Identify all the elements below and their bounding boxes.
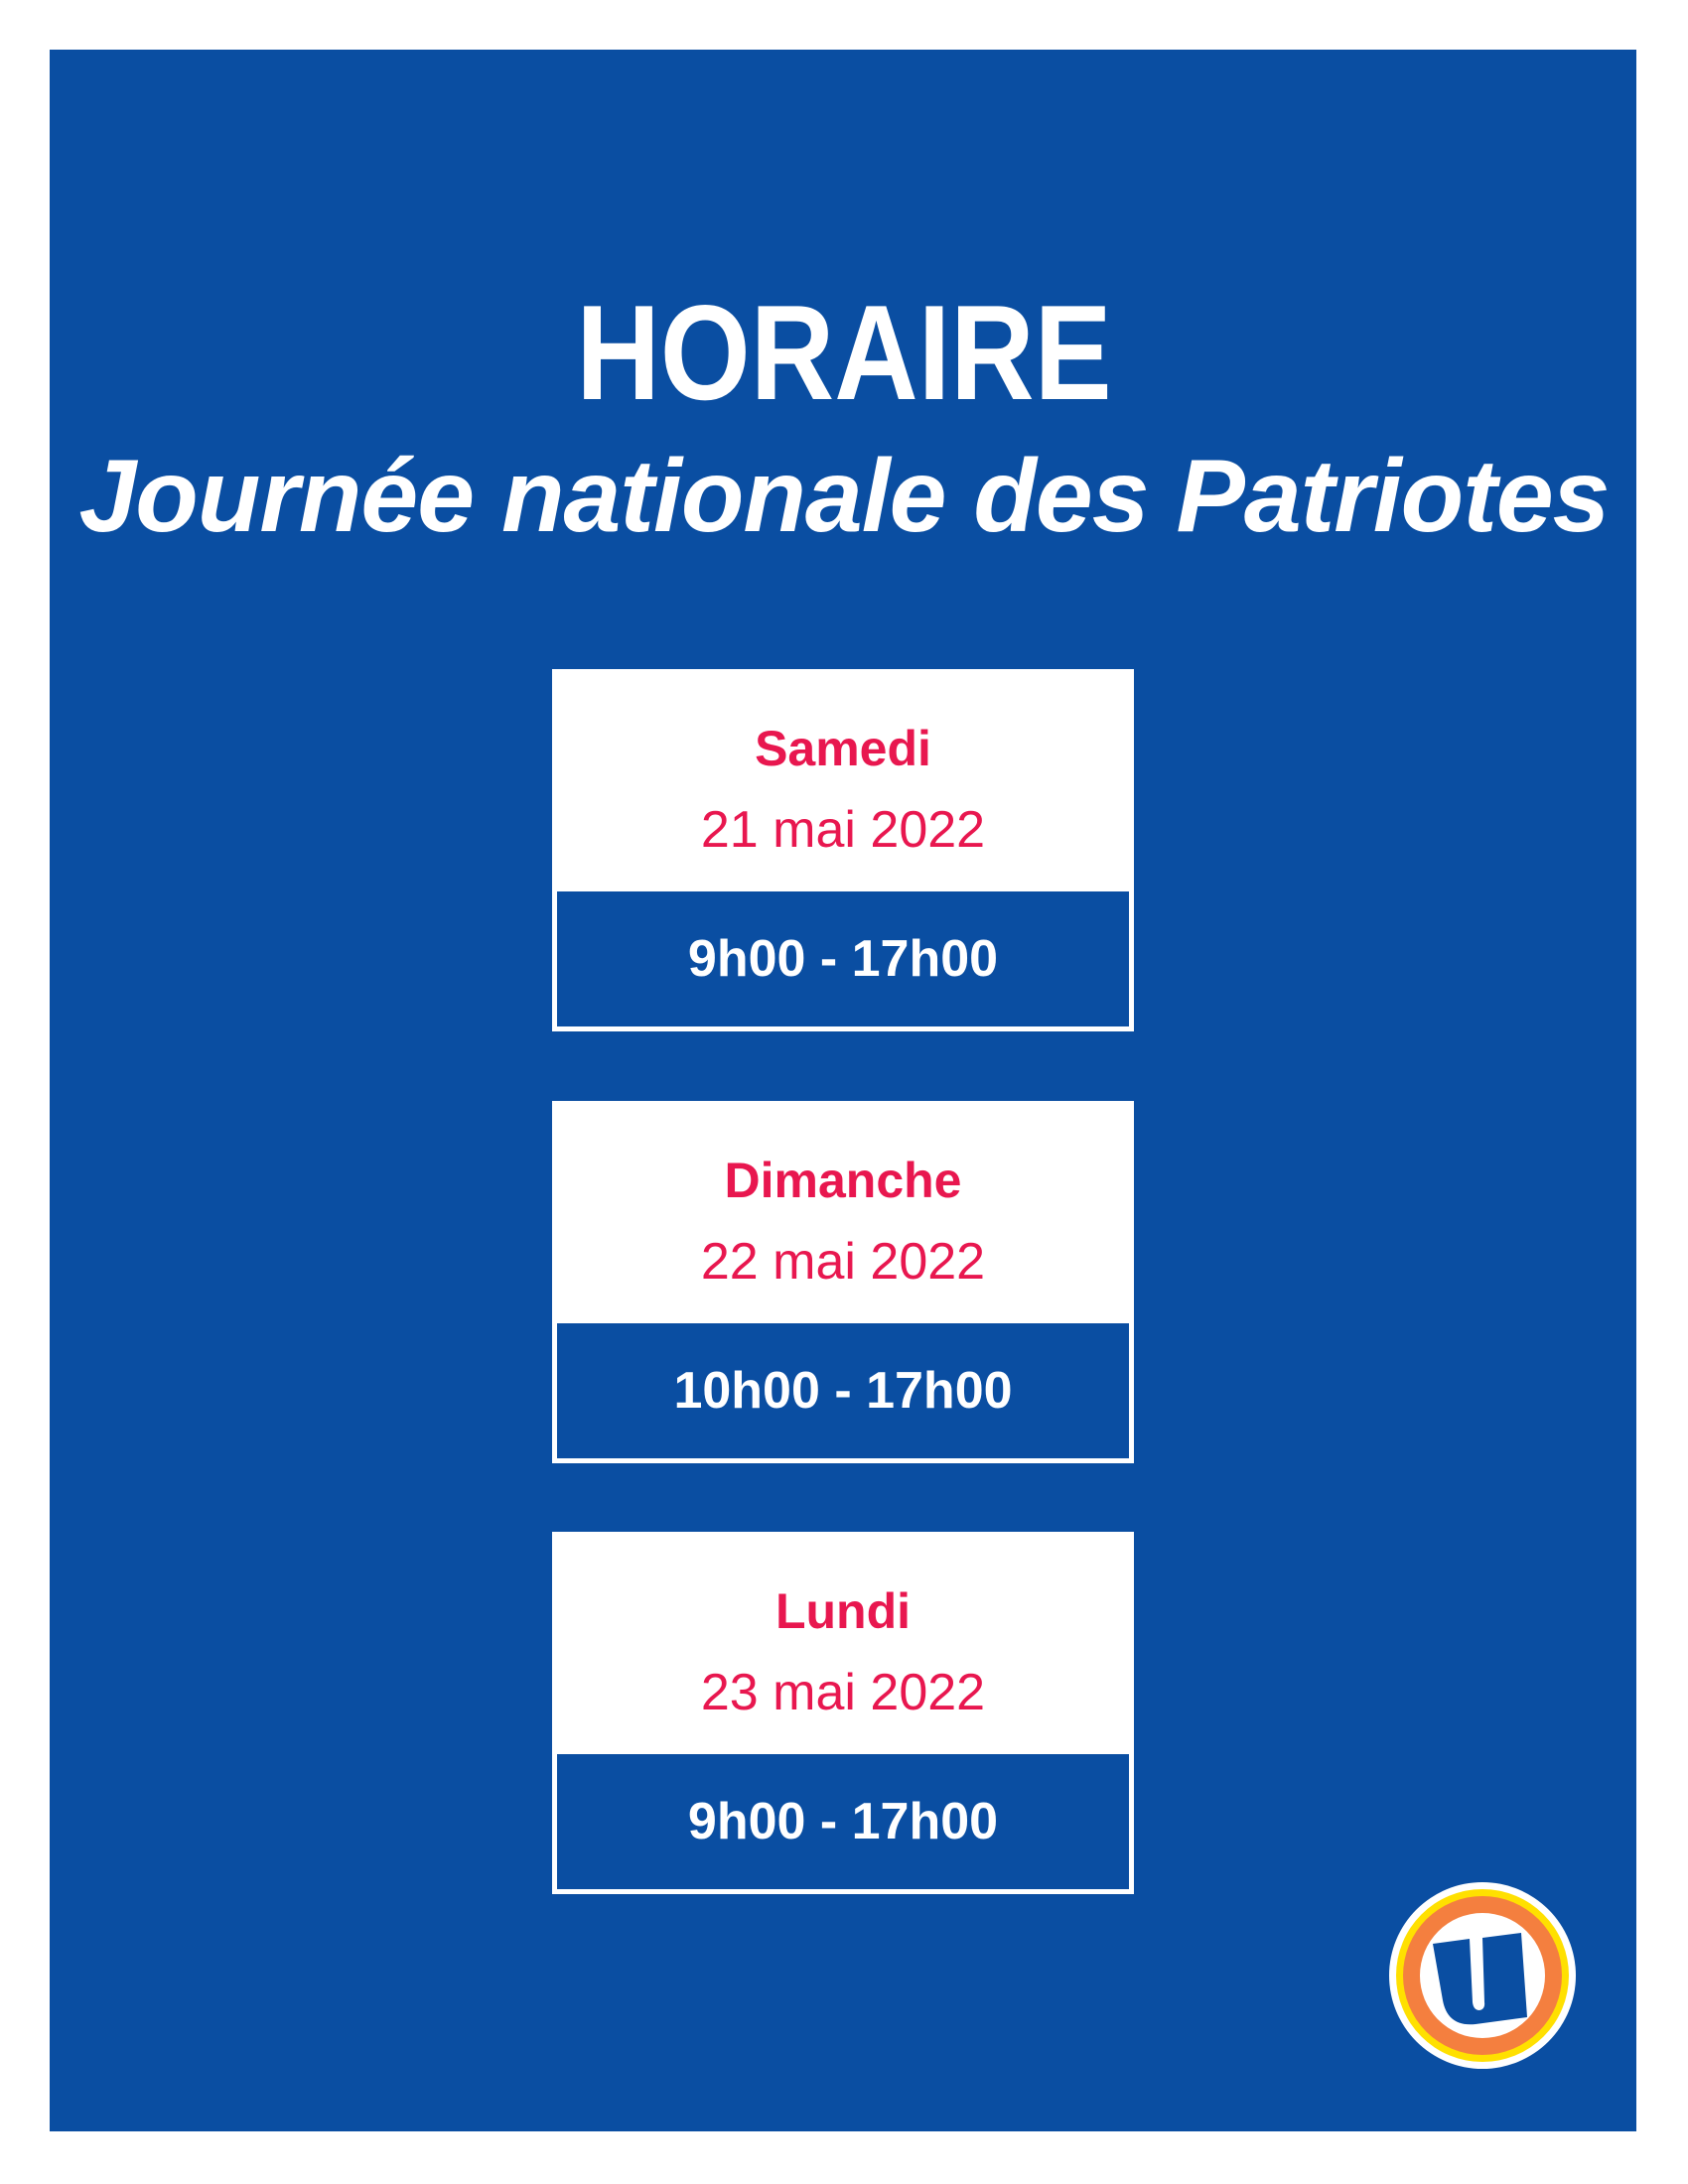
- date-label: 22 mai 2022: [700, 1233, 986, 1291]
- u-circle-logo-icon: [1389, 1882, 1576, 2069]
- schedule-card-saturday: Samedi 21 mai 2022 9h00 - 17h00: [552, 669, 1134, 1031]
- schedule-card-monday: Lundi 23 mai 2022 9h00 - 17h00: [552, 1532, 1134, 1894]
- schedule-card-sunday: Dimanche 22 mai 2022 10h00 - 17h00: [552, 1101, 1134, 1463]
- page-title: HORAIRE: [576, 277, 1112, 428]
- date-label: 23 mai 2022: [700, 1664, 986, 1721]
- day-label: Dimanche: [724, 1153, 962, 1208]
- day-label: Samedi: [755, 721, 931, 776]
- page-subtitle: Journée nationale des Patriotes: [78, 439, 1610, 554]
- day-label: Lundi: [774, 1583, 912, 1639]
- date-label: 21 mai 2022: [700, 801, 986, 859]
- hours-label: 9h00 - 17h00: [557, 1754, 1129, 1889]
- hours-label: 10h00 - 17h00: [557, 1323, 1129, 1458]
- hours-label: 9h00 - 17h00: [557, 891, 1129, 1026]
